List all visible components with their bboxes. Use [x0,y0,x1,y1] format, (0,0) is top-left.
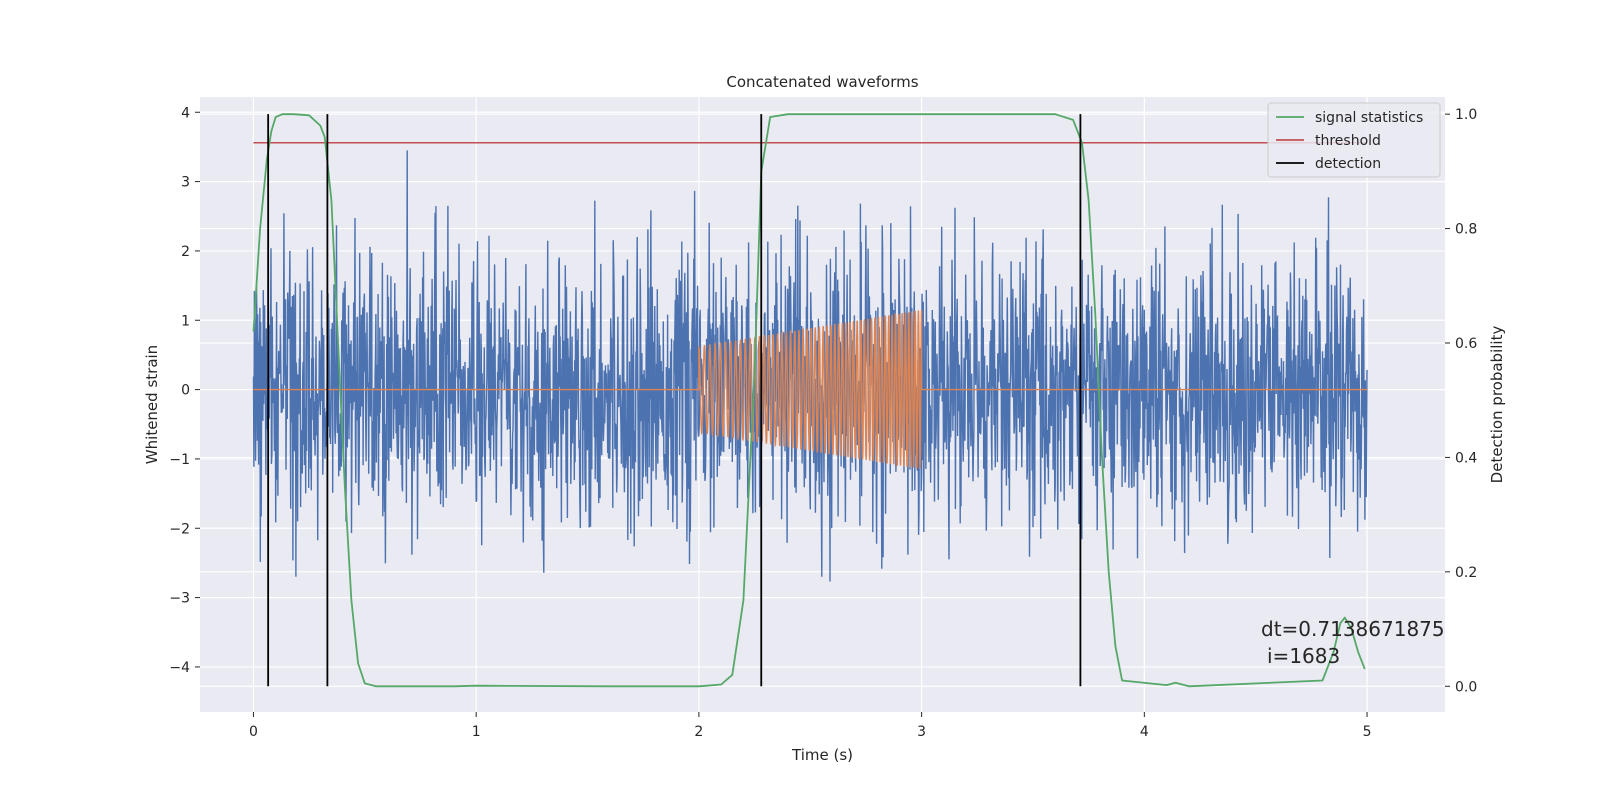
y2-tick-label: 0.6 [1455,336,1477,352]
x-tick-label: 2 [694,724,703,740]
y-tick-label: −1 [169,452,190,468]
x-tick-label: 0 [249,724,258,740]
series-chirp-line [253,309,1368,469]
y-tick-label: −3 [169,591,190,607]
axes: 0 1 2 3 4 5 −4 −3 −2 −1 0 1 2 3 4 0.0 0.2 0.4 0.6 0.8 1.0 [169,105,1477,740]
legend-label: threshold [1315,133,1381,149]
legend-label: detection [1315,156,1381,172]
y-tick-label: 2 [181,244,190,260]
legend-box [1267,102,1441,178]
x-axis-label: Time (s) [791,746,853,764]
y-tick-label: −2 [169,521,190,537]
series-noise-line [252,150,1368,582]
x-tick-label: 4 [1140,724,1149,740]
y2-tick-label: 0.8 [1455,222,1477,238]
y2-tick-label: 0.4 [1455,450,1477,466]
y-axis-label: Whitened strain [143,345,161,464]
annotation-dt: dt=0.7138671875 [1261,617,1445,641]
y-tick-label: 1 [181,313,190,329]
signal-statistics-line [252,113,1366,688]
plot-area [252,113,1368,688]
y2-tick-label: 0.0 [1455,679,1477,695]
x-tick-label: 5 [1363,724,1372,740]
y-tick-label: 4 [181,105,190,121]
annotation-index: i=1683 [1267,644,1340,668]
legend: signal statistics threshold detection [1267,102,1441,178]
y2-tick-label: 0.2 [1455,565,1477,581]
y-tick-label: 3 [181,175,190,191]
y-tick-label: −4 [169,660,190,676]
chart-title: Concatenated waveforms [726,73,918,91]
y2-axis-label: Detection probability [1488,326,1506,484]
y2-tick-label: 1.0 [1455,107,1477,123]
legend-label: signal statistics [1315,110,1423,126]
x-tick-label: 3 [917,724,926,740]
x-tick-label: 1 [472,724,481,740]
y-tick-label: 0 [181,383,190,399]
